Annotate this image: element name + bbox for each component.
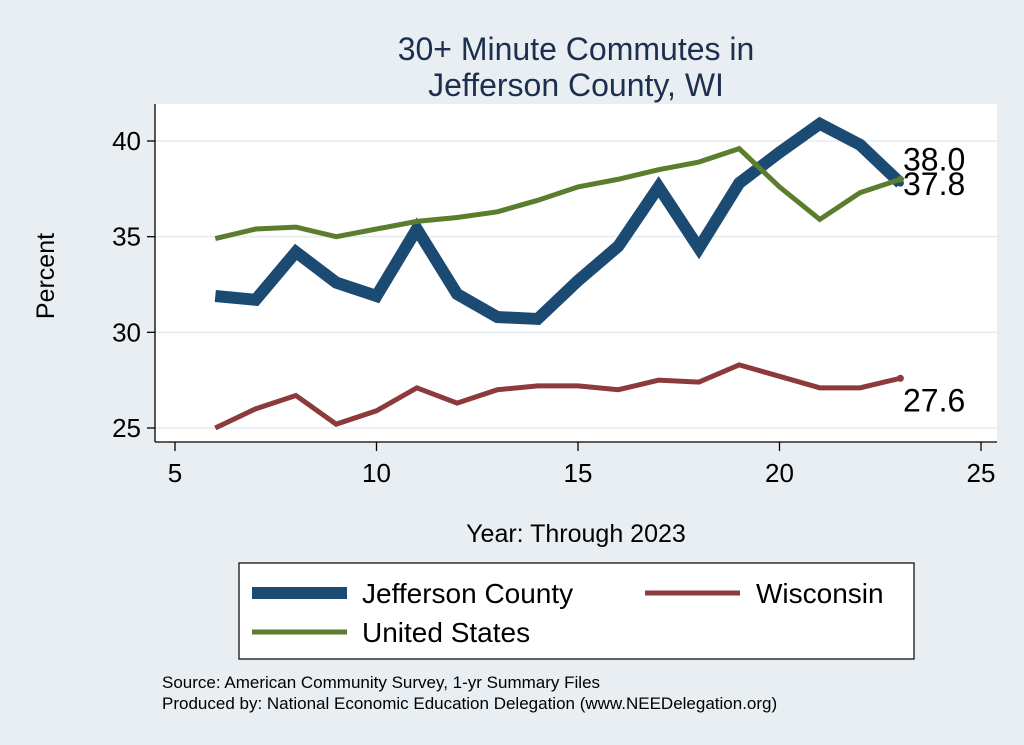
y-tick-label-30: 30 (112, 317, 141, 347)
legend-label-wisconsin: Wisconsin (756, 578, 884, 609)
series-line-wisconsin (214, 362, 901, 431)
end-labels: 37.8 27.6 38.0 (903, 141, 965, 418)
end-label-jefferson-county: 37.8 (903, 166, 965, 202)
x-tick-label-15: 15 (564, 458, 593, 488)
series-lines (214, 116, 905, 431)
y-tick-label-40: 40 (112, 126, 141, 156)
legend-box (238, 562, 915, 660)
series-line-jefferson-county (214, 116, 905, 326)
legend-label-jefferson-county: Jefferson County (362, 578, 573, 609)
y-tick-label-35: 35 (112, 222, 141, 252)
x-tick-label-20: 20 (765, 458, 794, 488)
end-point-wisconsin (896, 374, 904, 382)
end-point-united-states (896, 175, 904, 183)
series-line-united-states (214, 145, 902, 242)
legend-label-united-states: United States (362, 617, 530, 648)
x-tick-label-5: 5 (168, 458, 182, 488)
x-tick-label-10: 10 (362, 458, 391, 488)
gridlines (155, 140, 997, 429)
x-tick-label-25: 25 (967, 458, 996, 488)
y-tick-label-25: 25 (112, 413, 141, 443)
chart-title-line-1: 30+ Minute Commutes in (398, 31, 755, 67)
source-note: Source: American Community Survey, 1-yr … (162, 673, 600, 692)
axes: 25 30 35 40 5 10 15 20 25 (112, 104, 997, 488)
end-label-wisconsin: 27.6 (903, 382, 965, 418)
end-label-united-states: 38.0 (903, 141, 965, 177)
legend: Jefferson County Wisconsin United States (238, 562, 915, 660)
producer-note: Produced by: National Economic Education… (162, 694, 777, 713)
chart-title-line-2: Jefferson County, WI (428, 67, 724, 103)
x-axis-label: Year: Through 2023 (466, 520, 686, 548)
y-axis-label: Percent (32, 233, 60, 319)
